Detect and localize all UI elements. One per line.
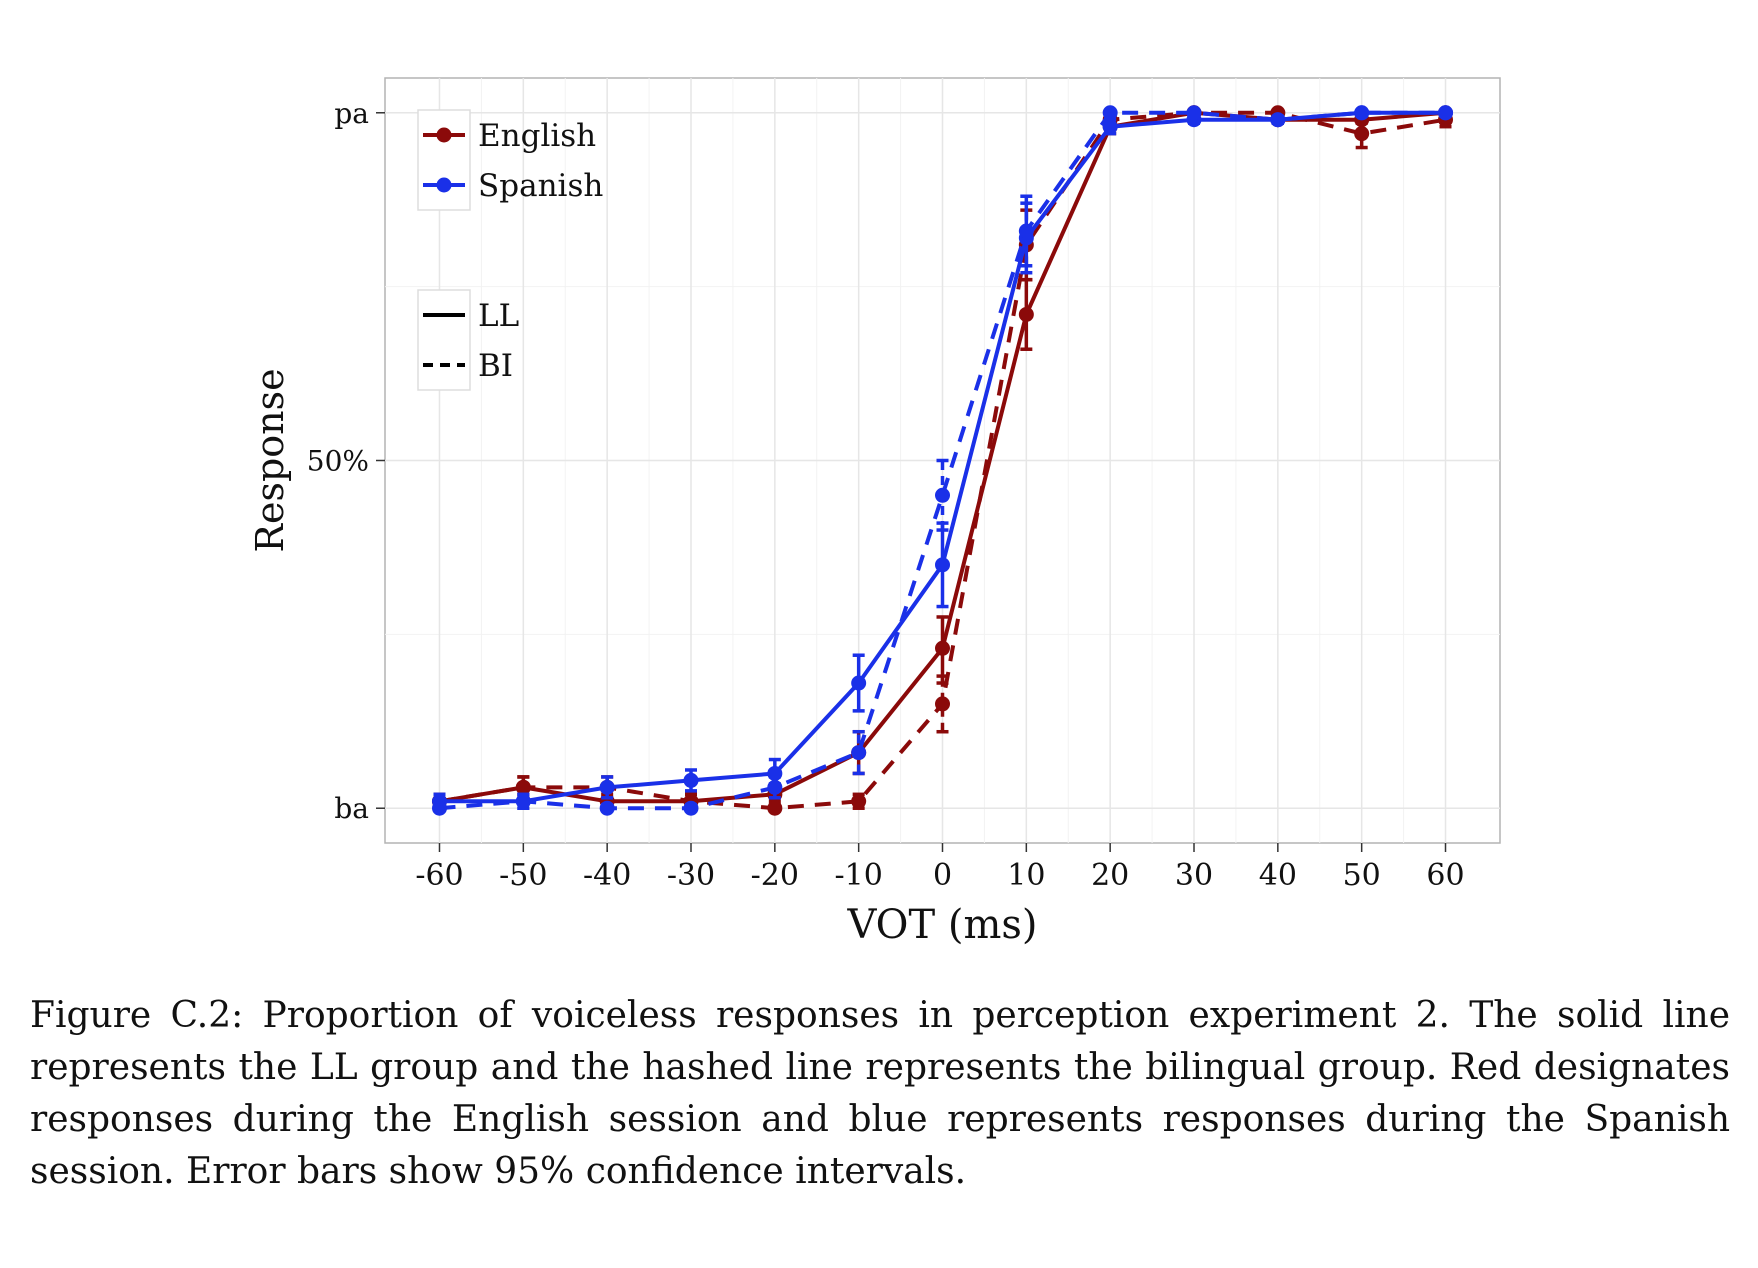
data-point — [935, 640, 950, 656]
data-point — [1270, 112, 1286, 128]
x-tick-label: -60 — [415, 858, 463, 893]
data-point — [767, 800, 783, 816]
legend-session-keybox — [417, 109, 471, 211]
grid-major — [385, 78, 1500, 843]
data-point — [1438, 105, 1454, 121]
x-tick-label: 60 — [1426, 858, 1464, 893]
data-point — [1018, 223, 1034, 239]
series-spanish-bi — [431, 105, 1454, 816]
data-point — [599, 779, 615, 795]
data-point — [683, 772, 699, 788]
legend-group: LL BI — [417, 289, 519, 391]
response-chart: -60 -50 -40 -30 -20 -10 0 10 20 30 40 50 60 ba50%pa … — [248, 77, 1501, 948]
x-axis-ticks: -60 -50 -40 -30 -20 -10 0 10 20 30 40 50 60 — [415, 843, 1465, 893]
data-point — [851, 675, 867, 691]
data-point — [935, 557, 950, 573]
x-tick-label: 30 — [1175, 858, 1213, 893]
y-tick-label: 50% — [307, 445, 369, 478]
x-tick-label: -10 — [835, 858, 883, 893]
data-point — [1354, 126, 1370, 142]
x-tick-label: -40 — [583, 858, 631, 893]
x-tick-label: 50 — [1343, 858, 1381, 893]
legend-label: English — [478, 118, 596, 154]
data-point — [1354, 105, 1370, 121]
x-tick-label: -50 — [499, 858, 547, 893]
series-layer — [431, 105, 1454, 816]
data-point — [1102, 105, 1118, 121]
data-point — [431, 800, 447, 816]
data-point — [683, 800, 699, 816]
x-tick-label: -30 — [667, 858, 715, 893]
data-point — [599, 800, 615, 816]
data-point — [515, 779, 531, 795]
data-point — [851, 793, 867, 809]
x-tick-label: 20 — [1091, 858, 1129, 893]
data-point — [1186, 105, 1202, 121]
x-tick-label: 40 — [1259, 858, 1297, 893]
x-tick-label: 10 — [1007, 858, 1045, 893]
x-tick-label: 0 — [933, 858, 952, 893]
legend-group-keybox — [417, 289, 471, 391]
legend-label: LL — [478, 298, 519, 334]
data-point — [767, 779, 783, 795]
y-axis-title: Response — [248, 368, 292, 552]
legend-key-point — [436, 177, 452, 193]
legend-session: English Spanish — [417, 109, 603, 211]
legend-label: BI — [478, 348, 513, 384]
y-tick-label: ba — [334, 792, 369, 825]
y-tick-label: pa — [334, 97, 369, 130]
legend-label: Spanish — [478, 168, 603, 204]
data-point — [1102, 119, 1118, 135]
data-point — [935, 487, 950, 503]
legend-key-point — [436, 127, 452, 143]
data-point — [935, 696, 950, 712]
x-axis-title: VOT (ms) — [846, 902, 1037, 948]
data-point — [515, 793, 531, 809]
data-point — [851, 745, 867, 761]
x-tick-label: -20 — [751, 858, 799, 893]
figure-caption: Figure C.2: Proportion of voiceless resp… — [30, 995, 1730, 1192]
y-axis-ticks: ba 50% pa — [307, 97, 385, 825]
data-point — [1018, 306, 1034, 322]
